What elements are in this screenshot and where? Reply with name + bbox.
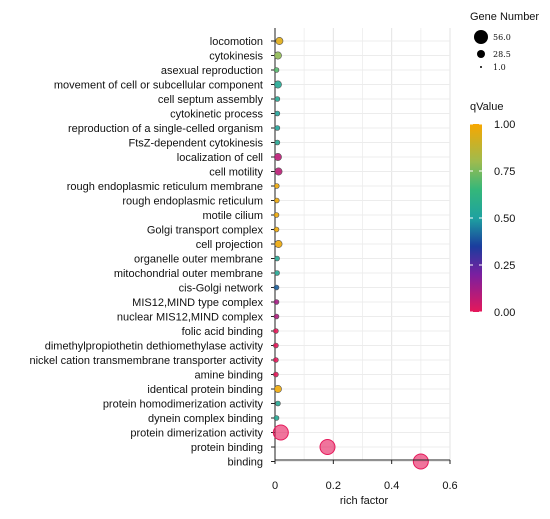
data-point [275,37,284,45]
data-point [273,385,282,393]
category-label: FtsZ-dependent cytokinesis [128,138,263,150]
data-point [274,270,280,276]
category-label: identical protein binding [147,384,263,396]
qvalue-legend-label: 0.75 [494,166,515,178]
data-point [274,240,283,248]
data-point [273,212,280,218]
gene-number-legend: Gene Number 56.0 28.5 1.0 [470,11,539,72]
data-point [273,67,280,73]
gene-number-legend-label: 28.5 [493,50,511,59]
data-point [274,110,281,117]
category-label: localization of cell [177,152,263,164]
data-point [273,342,279,349]
category-label: cell projection [196,239,263,251]
category-label: cell motility [209,167,263,179]
category-label: dimethylpropiothetin dethiomethylase act… [45,341,264,353]
qvalue-legend-title: qValue [470,101,503,113]
category-label: motile cilium [202,210,263,222]
data-point [273,313,280,320]
data-point [273,153,282,161]
category-label: organelle outer membrane [134,254,263,266]
data-point [274,96,281,102]
data-point [273,80,282,89]
data-point [412,453,429,470]
data-point [273,371,279,378]
data-point [273,284,280,291]
category-label: dynein complex binding [148,413,263,425]
qvalue-legend-label: 0.25 [494,260,515,272]
data-point [274,255,280,262]
category-label: folic acid binding [182,326,263,338]
gene-number-legend-label: 1.0 [493,63,506,72]
category-label: locomotion [210,36,263,48]
x-tick-label: 0.6 [442,480,457,492]
data-point [274,167,283,176]
category-label: mitochondrial outer membrane [114,268,263,280]
data-point [274,139,281,146]
x-axis: 0 0.2 0.4 0.6 [272,459,458,492]
data-point [273,415,280,421]
data-point [275,400,281,407]
data-point [273,357,279,363]
category-label: reproduction of a single-celled organism [68,123,263,135]
category-label: MIS12,MIND type complex [132,297,263,309]
gene-number-legend-circle [474,30,488,44]
category-label: Golgi transport complex [147,225,264,237]
category-label: cytokinetic process [170,109,263,121]
data-point [273,51,282,60]
category-labels: locomotion cytokinesis asexual reproductio… [29,36,275,469]
category-label: cis-Golgi network [179,283,264,295]
data-point [272,424,289,441]
data-point [273,226,280,233]
category-label: cytokinesis [209,51,263,63]
qvalue-legend: qValue 1.00 0.75 0.50 0.25 0.00 [470,101,515,319]
x-tick-label: 0.4 [384,480,399,492]
data-point [273,197,280,204]
plot-panel [274,28,451,462]
category-label: protein homodimerization activity [103,399,264,411]
category-label: amine binding [195,370,264,382]
data-point [273,183,280,189]
category-label: cell septum assembly [158,94,264,106]
data-points [272,37,429,470]
x-tick-label: 0.2 [326,480,341,492]
gene-number-legend-circle [477,50,485,58]
category-label: rough endoplasmic reticulum membrane [67,181,263,193]
data-point [273,299,280,305]
qvalue-legend-label: 0.00 [494,307,515,319]
category-label: rough endoplasmic reticulum [122,196,263,208]
category-label: nickel cation transmembrane transporter … [29,355,263,367]
x-tick-label: 0 [272,480,278,492]
qvalue-legend-label: 0.50 [494,213,515,225]
category-label: protein binding [191,442,263,454]
gene-number-legend-circle [480,66,482,68]
category-label: movement of cell or subcellular componen… [54,80,263,92]
category-label: protein dimerization activity [130,428,263,440]
category-label: binding [228,457,263,469]
gene-number-legend-title: Gene Number [470,11,539,23]
category-label: nuclear MIS12,MIND complex [117,312,264,324]
data-point [274,125,281,131]
gene-number-legend-label: 56.0 [493,33,511,42]
qvalue-legend-label: 1.00 [494,119,515,131]
x-axis-title: rich factor [340,495,389,507]
category-label: asexual reproduction [161,65,263,77]
data-point [319,439,336,455]
data-point [273,328,279,334]
